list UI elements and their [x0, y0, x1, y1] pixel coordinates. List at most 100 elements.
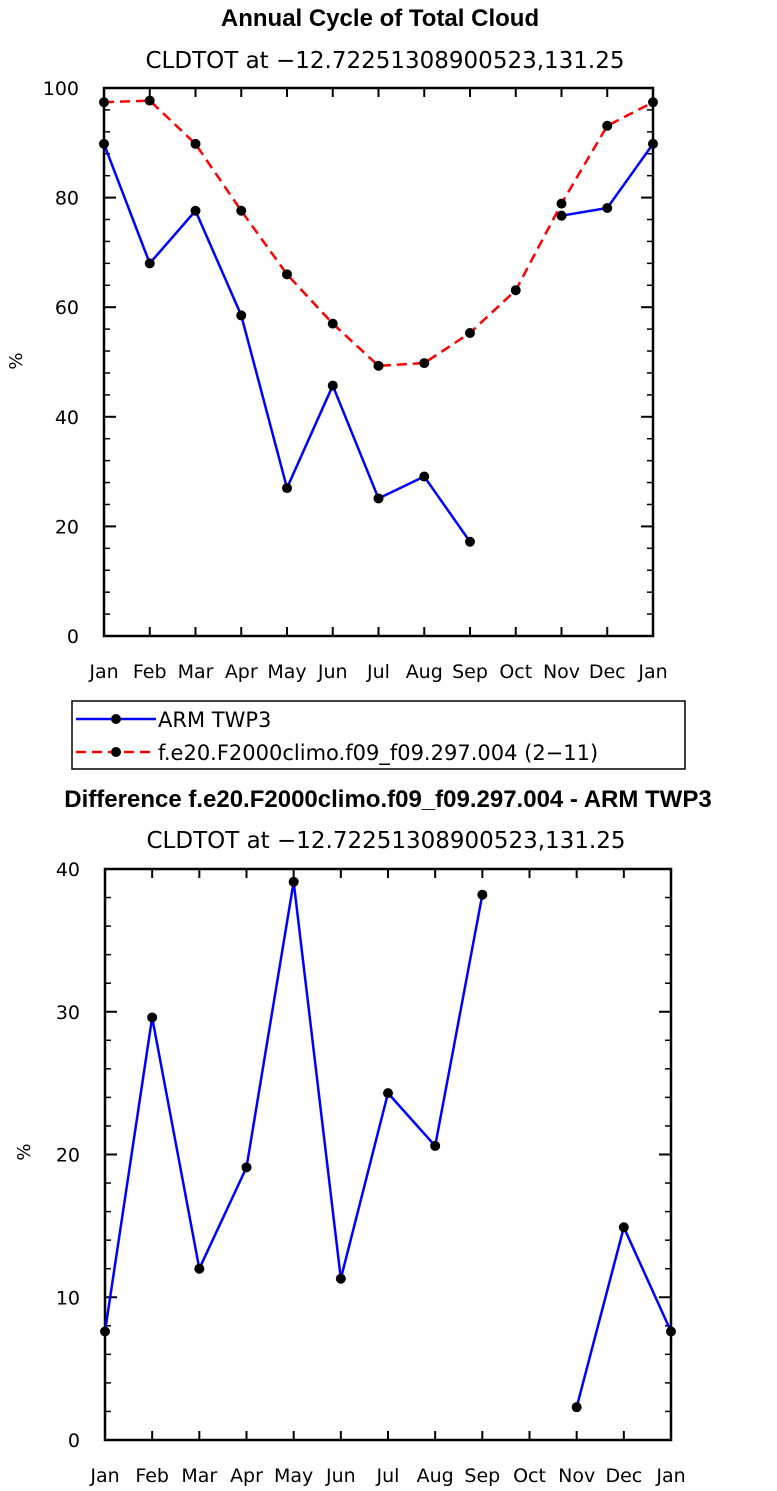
data-point: [282, 483, 292, 494]
data-point: [282, 269, 292, 280]
series-line-0: [575, 1226, 673, 1408]
data-point: [241, 1162, 252, 1173]
legend-marker-obs: [111, 714, 121, 724]
data-point: [602, 120, 613, 131]
x-tick-label: Mar: [178, 661, 214, 683]
data-point: [666, 1326, 676, 1337]
x-tick-label: May: [274, 1465, 313, 1487]
x-tick-label: Jun: [317, 661, 348, 683]
x-tick-label: Jan: [655, 1465, 685, 1487]
data-point: [144, 95, 155, 106]
plot-frame: Jan Feb Mar Apr May Jun Jul Aug Sep Oct Nov Dec Jan 0…: [56, 859, 686, 1487]
x-tick-label: Sep: [464, 1465, 500, 1487]
y-tick-label: 80: [55, 188, 79, 210]
y-axis-label: %: [14, 1143, 35, 1160]
data-point: [236, 205, 247, 216]
y-tick-label: 40: [56, 859, 80, 881]
data-point: [144, 258, 155, 269]
y-tick-label: 30: [56, 1002, 80, 1024]
data-point: [465, 536, 475, 547]
series-line-0: [103, 880, 484, 1332]
plot-frame: Jan Feb Mar Apr May Jun Jul Aug Sep Oct Nov Dec Jan 0…: [43, 78, 668, 683]
x-tick-label: May: [267, 661, 306, 683]
y-tick-label: 100: [43, 78, 79, 100]
x-tick-label: Nov: [543, 661, 580, 683]
x-tick-label: Jul: [366, 661, 390, 683]
legend-marker-model: [111, 747, 121, 757]
legend-label-model: f.e20.F2000climo.f09_f09.297.004 (2−11): [158, 741, 598, 766]
data-point: [556, 198, 567, 209]
data-point: [327, 318, 338, 329]
data-point: [190, 205, 201, 216]
data-point: [618, 1222, 629, 1233]
x-tick-label: Aug: [406, 661, 443, 683]
x-tick-label: Apr: [230, 1465, 263, 1487]
data-point: [648, 97, 658, 108]
x-tick-label: Dec: [605, 1465, 642, 1487]
data-point: [556, 210, 567, 221]
data-point: [465, 327, 475, 338]
y-tick-label: 20: [56, 1145, 80, 1167]
x-tick-label: Feb: [135, 1465, 169, 1487]
chart-subtitle: CLDTOT at −12.72251308900523,131.25: [145, 48, 624, 74]
x-tick-label: Dec: [589, 661, 626, 683]
data-point: [602, 203, 613, 214]
legend-box: [71, 700, 686, 770]
x-tick-label: Mar: [181, 1465, 217, 1487]
data-point: [99, 97, 109, 108]
data-point: [147, 1012, 158, 1023]
annual-cycle-panel: Annual Cycle of Total Cloud CLDTOT at −1…: [6, 5, 668, 683]
x-tick-label: Oct: [499, 661, 532, 683]
y-tick-label: 0: [68, 1430, 80, 1452]
x-tick-label: Feb: [133, 661, 167, 683]
series-line-0: [102, 143, 472, 543]
y-tick-label: 40: [55, 407, 79, 429]
data-point: [419, 358, 430, 369]
data-point: [648, 138, 658, 149]
y-tick-label: 60: [55, 297, 79, 319]
data-point: [383, 1088, 393, 1099]
difference-panel: Difference f.e20.F2000climo.f09_f09.297.…: [14, 786, 712, 1487]
y-tick-label: 10: [56, 1287, 80, 1309]
data-point: [190, 138, 201, 149]
x-tick-label: Aug: [417, 1465, 454, 1487]
x-tick-label: Oct: [513, 1465, 546, 1487]
chart-title: Difference f.e20.F2000climo.f09_f09.297.…: [64, 786, 711, 813]
data-point: [419, 471, 430, 482]
legend: ARM TWP3 f.e20.F2000climo.f09_f09.297.00…: [71, 700, 686, 770]
data-point: [373, 493, 384, 504]
x-tick-label: Nov: [558, 1465, 595, 1487]
y-tick-label: 0: [67, 626, 79, 648]
data-point: [99, 138, 109, 149]
x-tick-label: Jun: [325, 1465, 356, 1487]
data-point: [373, 360, 384, 371]
data-point: [571, 1402, 582, 1413]
data-point: [194, 1263, 205, 1274]
data-point: [477, 889, 488, 900]
data-point: [430, 1140, 441, 1151]
legend-label-obs: ARM TWP3: [158, 708, 271, 732]
x-tick-label: Jan: [637, 661, 667, 683]
legend-item-obs: ARM TWP3: [76, 708, 271, 732]
series-line-1: [103, 99, 654, 368]
x-tick-label: Apr: [225, 661, 258, 683]
plot-series: [100, 876, 676, 1413]
data-point: [236, 310, 247, 321]
legend-item-model: f.e20.F2000climo.f09_f09.297.004 (2−11): [76, 741, 598, 766]
data-point: [288, 876, 299, 887]
x-tick-label: Sep: [452, 661, 488, 683]
plot-border: [103, 867, 673, 1442]
x-tick-label: Jan: [89, 1465, 119, 1487]
chart-title: Annual Cycle of Total Cloud: [221, 5, 539, 32]
data-point: [335, 1273, 346, 1284]
x-tick-label: Jan: [88, 661, 118, 683]
chart-subtitle: CLDTOT at −12.72251308900523,131.25: [146, 828, 625, 854]
data-point: [510, 285, 521, 296]
x-tick-label: Jul: [376, 1465, 400, 1487]
y-axis-label: %: [6, 352, 27, 369]
y-tick-label: 20: [55, 516, 79, 538]
plot-series: [99, 95, 658, 547]
data-point: [100, 1326, 110, 1337]
data-point: [327, 380, 338, 391]
